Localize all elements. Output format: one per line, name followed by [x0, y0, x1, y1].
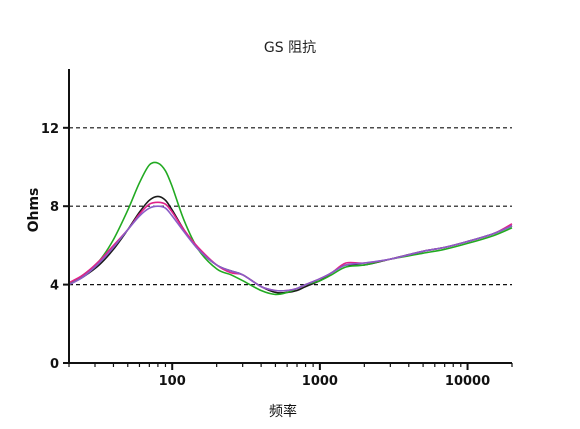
y-ticks: 0 4 8 12: [41, 122, 69, 372]
series-lines: [68, 161, 513, 296]
series-line: [68, 195, 513, 294]
x-tick-label: 1000: [302, 374, 338, 389]
y-tick-label: 0: [50, 357, 59, 372]
y-tick-label: 8: [50, 200, 59, 215]
y-tick-label: 12: [41, 122, 59, 137]
y-tick-label: 4: [50, 279, 59, 294]
x-tick-label: 10000: [445, 374, 490, 389]
y-axis-label: Ohms: [26, 188, 42, 233]
x-axis-label: 频率: [269, 403, 297, 420]
series-line: [68, 161, 513, 296]
grid-lines: [69, 127, 512, 286]
x-tick-label: 100: [159, 374, 186, 389]
series-line: [68, 205, 513, 292]
chart-title: GS 阻抗: [264, 40, 316, 56]
x-ticks: 100 1000 10000: [68, 363, 513, 389]
